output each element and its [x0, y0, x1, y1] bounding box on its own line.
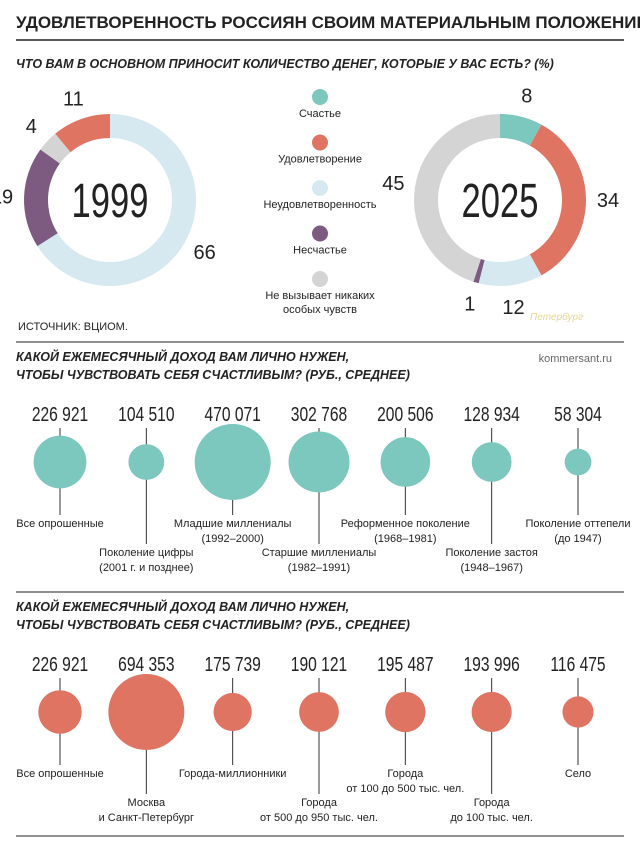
center-label: 1999	[72, 173, 149, 227]
category-label: Города-миллионники	[179, 768, 287, 780]
donut-segment	[55, 114, 110, 153]
value-label: 195 487	[377, 653, 433, 675]
legend-swatch	[312, 89, 328, 105]
bubble	[471, 442, 512, 482]
legend-swatch	[312, 225, 328, 242]
value-label: 116 475	[550, 653, 605, 675]
credit: kommersant.ru	[539, 353, 612, 365]
category-label: Все опрошенные	[16, 768, 103, 780]
value-label: 8	[521, 85, 532, 107]
donut-segment	[37, 114, 196, 287]
value-label: 193 996	[463, 653, 519, 675]
legend-label: Несчастье	[293, 245, 347, 257]
bubble	[299, 692, 339, 732]
category-label: Все опрошенные	[16, 518, 103, 530]
legend-swatch	[312, 134, 328, 151]
donut-segment	[529, 124, 586, 276]
value-label: 128 934	[463, 403, 519, 425]
donut-segment	[23, 149, 60, 247]
center-label: 2025	[462, 173, 539, 227]
value-label: 190 121	[291, 653, 347, 675]
bubble	[288, 431, 350, 493]
category-label: Реформенное поколение (1968–1981)	[341, 518, 470, 545]
chart-title: КАКОЙ ЕЖЕМЕСЯЧНЫЙ ДОХОД ВАМ ЛИЧНО НУЖЕН,…	[16, 348, 410, 382]
legend-swatch	[312, 271, 328, 287]
value-label: 66	[194, 242, 216, 264]
value-label: 694 353	[118, 653, 174, 675]
source: ИСТОЧНИК: ВЦИОМ.	[18, 321, 128, 333]
value-label: 302 768	[291, 403, 347, 425]
bubble	[471, 691, 512, 733]
value-label: 34	[597, 190, 619, 212]
bubble	[33, 435, 87, 489]
category-label: Село	[565, 768, 591, 780]
category-label: Младшие миллениалы (1992–2000)	[174, 518, 292, 545]
legend-label: Счастье	[299, 108, 341, 120]
value-label: 226 921	[32, 403, 88, 425]
value-label: 45	[382, 173, 404, 195]
value-label: 11	[63, 88, 84, 110]
bubble	[128, 444, 165, 480]
category-label: Москва и Санкт-Петербург	[99, 797, 194, 824]
pie-subtitle: ЧТО ВАМ В ОСНОВНОМ ПРИНОСИТ КОЛИЧЕСТВО Д…	[16, 57, 554, 71]
bubble	[380, 437, 431, 487]
legend-label: Удовлетворение	[278, 154, 362, 166]
donut-segment	[500, 114, 542, 146]
value-label: 1	[464, 294, 475, 316]
category-label: Поколение оттепели (до 1947)	[526, 518, 631, 545]
category-label: Старшие миллениалы (1982–1991)	[262, 547, 377, 574]
legend-swatch	[312, 180, 328, 196]
value-label: 200 506	[377, 403, 433, 425]
page-title: УДОВЛЕТВОРЕННОСТЬ РОССИЯН СВОИМ МАТЕРИАЛ…	[16, 13, 640, 32]
bubble	[564, 448, 592, 476]
category-label: Поколение застоя (1948–1967)	[445, 547, 537, 574]
value-label: 175 739	[204, 653, 260, 675]
value-label: 470 071	[204, 403, 260, 425]
donut-segment	[478, 254, 542, 286]
bubble	[108, 674, 185, 750]
bubble	[385, 691, 426, 733]
legend-label: Неудовлетворенность	[263, 199, 376, 211]
donut-segment	[413, 114, 500, 282]
donut-segment	[473, 258, 485, 284]
bubble	[562, 696, 594, 728]
donut-segment	[40, 133, 71, 164]
category-label: Города от 100 до 500 тыс. чел.	[346, 768, 464, 795]
logo: Петербург	[530, 311, 583, 323]
value-label: 58 304	[554, 403, 602, 425]
value-label: 19	[0, 187, 13, 209]
legend-label: Не вызывает никаких особых чувств	[265, 290, 375, 316]
category-label: Города до 100 тыс. чел.	[450, 797, 533, 824]
chart-title: КАКОЙ ЕЖЕМЕСЯЧНЫЙ ДОХОД ВАМ ЛИЧНО НУЖЕН,…	[16, 598, 410, 632]
category-label: Города от 500 до 950 тыс. чел.	[260, 797, 378, 824]
bubble	[213, 692, 252, 732]
value-label: 12	[502, 297, 524, 319]
value-label: 104 510	[118, 403, 174, 425]
value-label: 226 921	[32, 653, 88, 675]
bubble	[194, 424, 271, 500]
value-label: 4	[26, 116, 37, 138]
bubble	[38, 690, 82, 734]
category-label: Поколение цифры (2001 г. и позднее)	[99, 547, 193, 574]
